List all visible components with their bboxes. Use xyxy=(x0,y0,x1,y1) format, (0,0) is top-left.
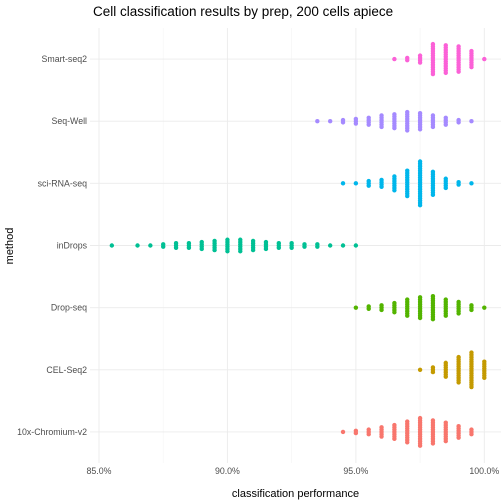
data-point xyxy=(443,122,448,127)
data-point xyxy=(366,183,371,188)
data-point xyxy=(161,244,166,249)
data-point xyxy=(482,305,487,310)
data-point xyxy=(392,125,397,131)
y-tick-label: CEL-Seq2 xyxy=(46,365,87,375)
data-point xyxy=(327,243,333,248)
data-point xyxy=(456,380,461,385)
data-point xyxy=(456,311,461,316)
data-point xyxy=(417,443,423,448)
x-tick-label: 100.0% xyxy=(469,466,499,476)
y-tick-label: 10x-Chromium-v2 xyxy=(17,427,87,437)
data-point xyxy=(456,182,461,187)
data-point xyxy=(443,70,448,76)
data-point xyxy=(353,181,359,186)
data-point xyxy=(366,432,371,437)
data-point xyxy=(392,310,397,315)
x-tick-label: 85.0% xyxy=(87,466,112,476)
data-point xyxy=(443,438,448,444)
y-tick-label: Drop-seq xyxy=(51,303,87,313)
data-point xyxy=(212,247,217,253)
data-point xyxy=(302,244,307,249)
data-point xyxy=(405,58,410,63)
data-point xyxy=(430,124,436,130)
data-point xyxy=(469,64,474,70)
data-point xyxy=(315,119,320,124)
data-point xyxy=(456,435,461,440)
data-point xyxy=(469,432,474,437)
y-tick-label: Smart-seq2 xyxy=(42,54,88,64)
data-point xyxy=(340,181,346,186)
data-point xyxy=(379,434,384,439)
x-axis-title: classification performance xyxy=(232,488,359,500)
data-points xyxy=(109,41,487,448)
data-point xyxy=(340,429,346,435)
y-tick-label: inDrops xyxy=(57,241,88,251)
y-axis-tick-labels: 10x-Chromium-v2 CEL-Seq2 Drop-seq inDrops sc… xyxy=(17,54,88,437)
data-point xyxy=(417,203,423,208)
data-point xyxy=(443,185,448,191)
data-point xyxy=(340,243,346,248)
data-point xyxy=(417,127,423,132)
y-tick-label: sci-RNA-seq xyxy=(38,178,87,188)
data-point xyxy=(327,119,333,124)
data-point xyxy=(405,313,410,318)
data-point xyxy=(366,306,371,311)
y-axis-title: method xyxy=(4,228,16,265)
data-point xyxy=(225,249,230,254)
data-point xyxy=(482,375,487,381)
data-point xyxy=(148,243,153,248)
data-point xyxy=(405,128,410,133)
data-point xyxy=(392,188,397,193)
data-point xyxy=(263,246,269,252)
data-point xyxy=(482,56,487,62)
data-point xyxy=(456,120,461,125)
data-point xyxy=(469,384,474,390)
data-point xyxy=(379,184,384,190)
x-tick-label: 95.0% xyxy=(343,466,368,476)
data-point xyxy=(430,369,436,375)
data-point xyxy=(366,122,371,127)
data-point xyxy=(456,69,461,74)
data-point xyxy=(353,243,359,248)
data-point xyxy=(469,307,474,313)
data-point xyxy=(379,307,384,313)
data-point xyxy=(469,119,474,124)
data-point xyxy=(430,71,436,77)
data-point xyxy=(392,436,397,442)
data-point xyxy=(430,441,436,446)
data-point xyxy=(315,244,320,249)
data-point xyxy=(392,56,397,62)
y-tick-label: Seq-Well xyxy=(51,116,87,126)
data-point xyxy=(417,60,423,65)
data-point xyxy=(289,245,294,250)
data-point xyxy=(353,121,359,126)
data-point xyxy=(199,246,204,252)
data-point xyxy=(353,305,359,310)
data-point xyxy=(379,124,384,130)
data-point xyxy=(417,367,423,372)
data-point xyxy=(443,374,448,379)
data-point xyxy=(405,193,410,199)
data-point xyxy=(250,247,256,253)
data-point xyxy=(135,243,140,248)
data-point xyxy=(353,430,359,436)
data-point xyxy=(469,181,474,186)
data-point xyxy=(430,316,436,322)
data-point xyxy=(405,440,410,445)
x-axis-tick-labels: 85.0% 90.0% 95.0% 100.0% xyxy=(87,466,500,476)
chart-title: Cell classification results by prep, 200… xyxy=(93,4,393,19)
data-point xyxy=(276,245,282,250)
data-point xyxy=(109,243,115,248)
data-point xyxy=(186,245,192,250)
x-tick-label: 90.0% xyxy=(215,466,240,476)
data-point xyxy=(340,120,346,125)
data-point xyxy=(443,313,448,318)
data-point xyxy=(430,192,436,198)
data-point xyxy=(417,315,423,321)
data-point xyxy=(173,245,179,250)
data-point xyxy=(238,249,243,254)
